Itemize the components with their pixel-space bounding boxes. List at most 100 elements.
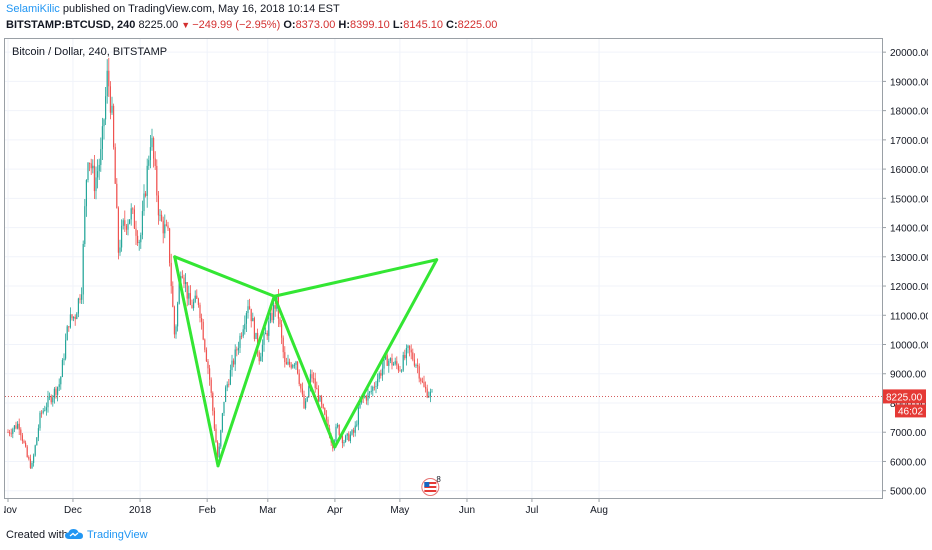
x-tick-label: Apr [327, 505, 343, 516]
y-tick-label: 9000.00 [890, 370, 927, 381]
candle-body [429, 391, 431, 396]
candle-body [156, 165, 158, 196]
candle-body [325, 414, 327, 420]
candle-body [151, 137, 153, 148]
candle-body [268, 321, 270, 336]
candle-body [189, 293, 191, 306]
x-tick-label: 2018 [129, 505, 152, 516]
candle-body [61, 360, 63, 377]
candle-body [135, 228, 137, 236]
candle-body [145, 193, 147, 196]
candle-body [261, 344, 263, 357]
candle-body [365, 396, 367, 401]
symbol-quote: BITSTAMP:BTCUSD, 240 8225.00 ▼ −249.99 (−… [6, 19, 497, 31]
candle-body [117, 208, 119, 253]
candle-body [327, 419, 329, 429]
candle-body [29, 458, 31, 468]
candle-body [95, 177, 97, 192]
candle-body [41, 412, 43, 414]
candle-body [175, 326, 177, 335]
candle-body [229, 370, 231, 385]
publish-info: published on TradingView.com, May 16, 20… [62, 3, 340, 15]
last-price: 8225.00 [138, 19, 179, 31]
candle-body [106, 70, 108, 97]
candle-body [74, 316, 76, 320]
candle-body [199, 304, 201, 319]
candle-body [205, 349, 207, 362]
tradingview-brand[interactable]: TradingView [87, 529, 148, 541]
candle-body [292, 365, 294, 368]
candle-body [314, 378, 316, 388]
candle-body [324, 408, 326, 415]
candle-body [359, 402, 361, 408]
flag-stripe [424, 484, 437, 486]
tradingview-cloud-icon[interactable] [64, 527, 84, 541]
candle-body [421, 381, 423, 382]
publish-line: SelamiKilic published on TradingView.com… [6, 3, 340, 15]
candle-body [252, 318, 254, 322]
candle-body [169, 228, 171, 263]
candle-body [181, 276, 183, 278]
candle-body [303, 394, 305, 409]
candle-body [285, 362, 287, 365]
y-tick-label: 17000.00 [890, 136, 928, 147]
candle-body [148, 160, 150, 166]
candle-body [260, 356, 262, 362]
price-chart[interactable]: Bitcoin / Dollar, 240, BITSTAMP 20000.00… [4, 38, 928, 516]
candle-body [127, 223, 129, 230]
candle-body [431, 391, 433, 393]
candle-body [293, 364, 295, 366]
pattern-leg [216, 294, 276, 468]
candle-body [121, 225, 123, 248]
candle-body [100, 149, 102, 165]
candle-body [233, 360, 235, 365]
chart-border [4, 38, 883, 499]
candle-body [82, 243, 84, 295]
candle-body [370, 390, 372, 392]
candle-body [380, 373, 382, 376]
candle-body [301, 388, 303, 395]
candle-body [37, 428, 39, 438]
candle-body [101, 126, 103, 150]
candle-body [348, 433, 350, 441]
candle-body [47, 396, 49, 408]
candle-body [266, 333, 268, 336]
y-tick-label: 15000.00 [890, 194, 928, 205]
candle-body [130, 208, 132, 220]
candle-body [426, 388, 428, 398]
close-label: C: [446, 19, 458, 31]
candle-body [425, 386, 427, 389]
candle-body [122, 220, 124, 226]
candle-body [399, 370, 401, 372]
candle-body [410, 349, 412, 353]
x-tick-label: Aug [590, 505, 608, 516]
candle-body [247, 306, 249, 314]
candle-body [319, 396, 321, 402]
harmonic-pattern[interactable] [173, 255, 439, 468]
candle-body [237, 347, 239, 351]
time-axis[interactable]: Nov Dec 2018 Feb Mar Apr May Jun Jul Aug [4, 498, 608, 516]
candle-body [402, 354, 404, 371]
pattern-leg [173, 255, 220, 468]
candle-body [73, 316, 75, 319]
symbol-interval[interactable]: BITSTAMP:BTCUSD, 240 [6, 19, 136, 31]
candle-body [375, 386, 377, 387]
candle-body [39, 412, 41, 429]
candle-body [25, 442, 27, 447]
event-marker[interactable]: 8 [421, 475, 442, 496]
candle-body [114, 147, 116, 184]
candle-body [26, 446, 28, 457]
candle-body [177, 303, 179, 327]
candle-body [407, 345, 409, 348]
candle-body [63, 358, 65, 361]
y-tick-label: 6000.00 [890, 457, 927, 468]
candle-body [172, 286, 174, 307]
candle-body [405, 347, 407, 359]
author-link[interactable]: SelamiKilic [6, 3, 60, 15]
price-axis[interactable]: 20000.00 19000.00 18000.00 17000.00 16000.00… [882, 48, 928, 498]
candle-body [253, 318, 255, 339]
candle-body [271, 312, 273, 321]
x-tick-label: Mar [259, 505, 277, 516]
candle-body [231, 360, 233, 371]
candle-body [10, 433, 12, 435]
